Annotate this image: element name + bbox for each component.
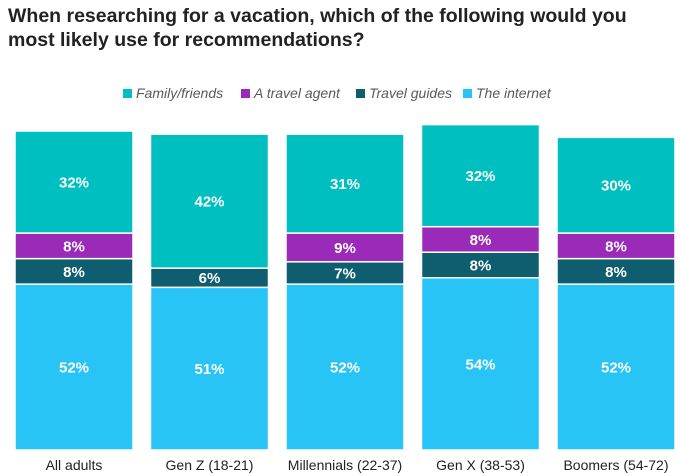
bar-travel-guides-boomers-54-72: [556, 257, 676, 285]
data-label-the-internet-gen-x-38-53: 54%: [465, 356, 495, 373]
bar-travel-guides-gen-x-38-53: [420, 251, 541, 279]
legend-swatch-family-friends: [123, 89, 132, 98]
bar-a-travel-agent-gen-x-38-53: [420, 225, 541, 253]
data-label-travel-guides-gen-x-38-53: 8%: [470, 257, 492, 274]
data-label-the-internet-gen-z-18-21: 51%: [194, 361, 224, 378]
data-label-the-internet-boomers-54-72: 52%: [601, 360, 631, 377]
category-labels: All adults Gen Z (18-21) Millennials (22-3…: [46, 457, 669, 473]
data-label-family-friends-boomers-54-72: 30%: [601, 178, 631, 195]
data-label-a-travel-agent-millennials-22-37: 9%: [334, 240, 356, 257]
data-label-travel-guides-boomers-54-72: 8%: [605, 264, 627, 281]
bar-a-travel-agent-boomers-54-72: [556, 232, 676, 260]
data-label-family-friends-millennials-22-37: 31%: [330, 176, 360, 193]
bar-family-friends-boomers-54-72: [556, 136, 676, 234]
legend-swatch-the-internet: [463, 89, 472, 98]
bar-family-friends-gen-x-38-53: [420, 123, 541, 228]
data-label-travel-guides-gen-z-18-21: 6%: [199, 270, 221, 287]
data-label-a-travel-agent-all-adults: 8%: [63, 238, 85, 255]
data-label-family-friends-gen-z-18-21: 42%: [194, 194, 224, 211]
legend: Family/friends A travel agent Travel guide…: [123, 85, 552, 101]
bar-family-friends-millennials-22-37: [285, 133, 405, 234]
data-label-the-internet-millennials-22-37: 52%: [330, 360, 360, 377]
legend-swatch-travel-guides: [356, 89, 365, 98]
category-label-gen-z-18-21: Gen Z (18-21): [166, 457, 254, 473]
legend-label-the-internet: The internet: [476, 85, 552, 101]
category-label-gen-x-38-53: Gen X (38-53): [436, 457, 525, 473]
data-label-a-travel-agent-boomers-54-72: 8%: [605, 238, 627, 255]
bar-travel-guides-all-adults: [14, 257, 134, 285]
data-label-travel-guides-millennials-22-37: 7%: [334, 265, 356, 282]
bar-the-internet-all-adults: [14, 283, 134, 451]
bar-a-travel-agent-all-adults: [14, 232, 134, 260]
bars: 52% 8% 8% 32% 51% 6% 42% 52% 7% 9% 31% 54% 8% 8% 32% 52…: [14, 123, 676, 451]
legend-swatch-a-travel-agent: [241, 89, 250, 98]
data-label-the-internet-all-adults: 52%: [59, 360, 89, 377]
data-label-family-friends-gen-x-38-53: 32%: [465, 168, 495, 185]
bar-a-travel-agent-millennials-22-37: [285, 232, 405, 263]
data-label-a-travel-agent-gen-x-38-53: 8%: [470, 232, 492, 249]
data-label-travel-guides-all-adults: 8%: [63, 264, 85, 281]
category-label-millennials-22-37: Millennials (22-37): [288, 457, 402, 473]
bar-the-internet-gen-x-38-53: [420, 276, 541, 451]
bar-the-internet-millennials-22-37: [285, 283, 405, 451]
bar-family-friends-gen-z-18-21: [149, 133, 270, 269]
data-label-family-friends-all-adults: 32%: [59, 175, 89, 192]
legend-label-travel-guides: Travel guides: [369, 85, 452, 101]
category-label-all-adults: All adults: [46, 457, 103, 473]
bar-the-internet-boomers-54-72: [556, 283, 676, 451]
category-label-boomers-54-72: Boomers (54-72): [563, 457, 668, 473]
bar-family-friends-all-adults: [14, 130, 134, 234]
legend-label-family-friends: Family/friends: [136, 85, 223, 101]
legend-label-a-travel-agent: A travel agent: [253, 85, 341, 101]
chart-title: When researching for a vacation, which o…: [8, 5, 627, 51]
